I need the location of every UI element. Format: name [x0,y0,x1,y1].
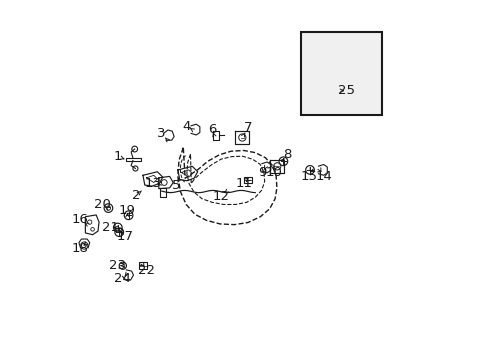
Bar [301,32,382,115]
Text: 20: 20 [94,198,110,211]
Text: 2: 2 [132,189,141,202]
Text: 19: 19 [119,204,136,217]
Text: 12: 12 [212,190,229,203]
Bar [244,177,251,183]
Text: 25: 25 [337,84,354,97]
Text: 24: 24 [114,273,131,285]
Text: 5: 5 [171,179,180,192]
Text: 13: 13 [144,177,161,190]
Text: 17: 17 [116,230,133,243]
Text: 21: 21 [102,221,119,234]
Text: 3: 3 [157,127,165,140]
Text: 6: 6 [207,123,216,136]
Text: 14: 14 [315,170,331,183]
Text: 7: 7 [244,121,252,134]
Text: 11: 11 [235,177,252,190]
Text: 22: 22 [138,264,155,277]
Text: 10: 10 [265,166,282,179]
Text: 15: 15 [300,170,316,183]
Text: 16: 16 [71,213,88,226]
Text: 23: 23 [109,259,126,272]
Bar [139,262,146,269]
Text: 9: 9 [258,166,266,179]
Text: 18: 18 [71,242,88,255]
Text: 8: 8 [282,148,290,161]
Text: 4: 4 [183,120,191,132]
Text: 1: 1 [113,150,122,163]
